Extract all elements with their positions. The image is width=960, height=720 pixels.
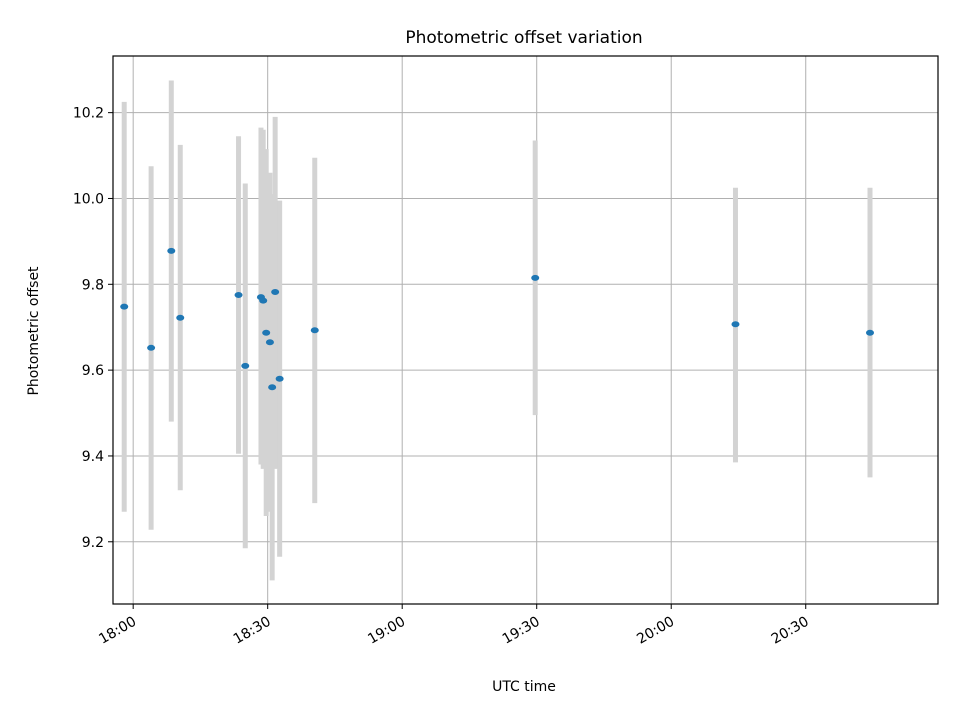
data-point [275,375,284,382]
y-tick-label: 9.2 [82,535,104,551]
data-point [265,339,274,346]
grid [113,56,938,604]
x-tick-label: 19:00 [365,614,408,648]
data-point [268,384,277,391]
chart-title: Photometric offset variation [405,28,642,48]
y-tick-label: 9.4 [82,449,104,465]
x-axis-label: UTC time [492,679,556,695]
data-point [167,247,176,254]
x-tick-label: 18:30 [231,614,274,648]
x-tick-label: 19:30 [500,614,543,648]
x-tick-label: 20:00 [634,614,677,648]
plot-frame [112,55,939,605]
data-points [120,247,874,391]
x-tick-label: 20:30 [769,614,812,648]
data-point [531,274,540,281]
y-axis-ticks: 9.2 9.4 9.6 9.8 10.0 10.2 [73,106,113,551]
data-point [259,297,268,304]
data-point [310,327,319,334]
x-tick-label: 18:00 [96,614,139,648]
x-axis-ticks: 18:00 18:30 19:00 19:30 20:00 20:30 [96,604,812,648]
data-point [865,329,874,336]
error-bars [121,80,873,581]
data-point [176,314,185,321]
y-axis-label: Photometric offset [26,266,42,396]
data-point [234,292,243,299]
data-point [271,289,280,296]
y-tick-label: 9.8 [82,277,104,293]
data-point [262,329,271,336]
data-point [731,321,740,328]
y-tick-label: 10.0 [73,191,104,207]
data-point [120,303,129,310]
data-point [241,362,250,369]
data-point [147,344,156,351]
y-tick-label: 10.2 [73,106,104,122]
y-tick-label: 9.6 [82,363,104,379]
